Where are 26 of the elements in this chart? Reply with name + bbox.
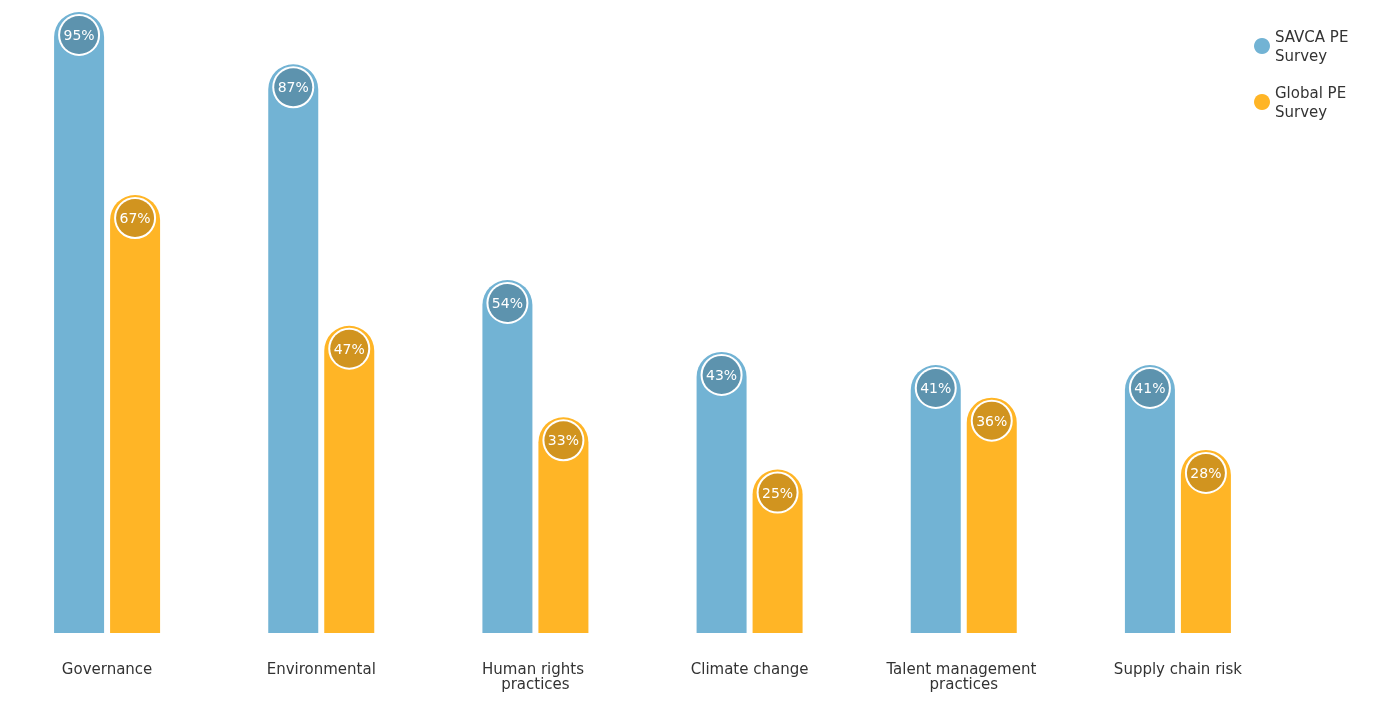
x-tick-label: Supply chain risk: [1113, 659, 1243, 678]
bar: [482, 280, 533, 633]
bar: [110, 195, 161, 633]
data-label: 28%: [1190, 464, 1222, 481]
data-label: 36%: [976, 412, 1008, 429]
data-label: 41%: [920, 379, 952, 396]
x-tick-label: Environmental: [266, 659, 376, 678]
bar: [54, 12, 105, 633]
data-label: 25%: [762, 484, 794, 501]
data-label: 54%: [491, 295, 523, 312]
data-label: 95%: [63, 27, 95, 43]
bar: [268, 64, 319, 633]
x-tick-label: Governance: [61, 659, 153, 678]
data-label: 33%: [547, 432, 579, 449]
x-tick-label: Talent management practices: [885, 659, 1042, 693]
data-label: 43%: [706, 366, 738, 383]
bar: [324, 325, 375, 633]
legend-label: SAVCA PE Survey: [1275, 27, 1354, 65]
data-label: 41%: [1134, 379, 1166, 396]
bar: [696, 351, 747, 633]
x-tick-label: Human rights practices: [482, 659, 589, 693]
data-label: 67%: [119, 210, 151, 227]
legend-label: Global PE Survey: [1275, 83, 1351, 121]
data-label: 47%: [333, 340, 365, 357]
data-label: 87%: [277, 79, 309, 96]
x-tick-label: Climate change: [690, 659, 809, 678]
